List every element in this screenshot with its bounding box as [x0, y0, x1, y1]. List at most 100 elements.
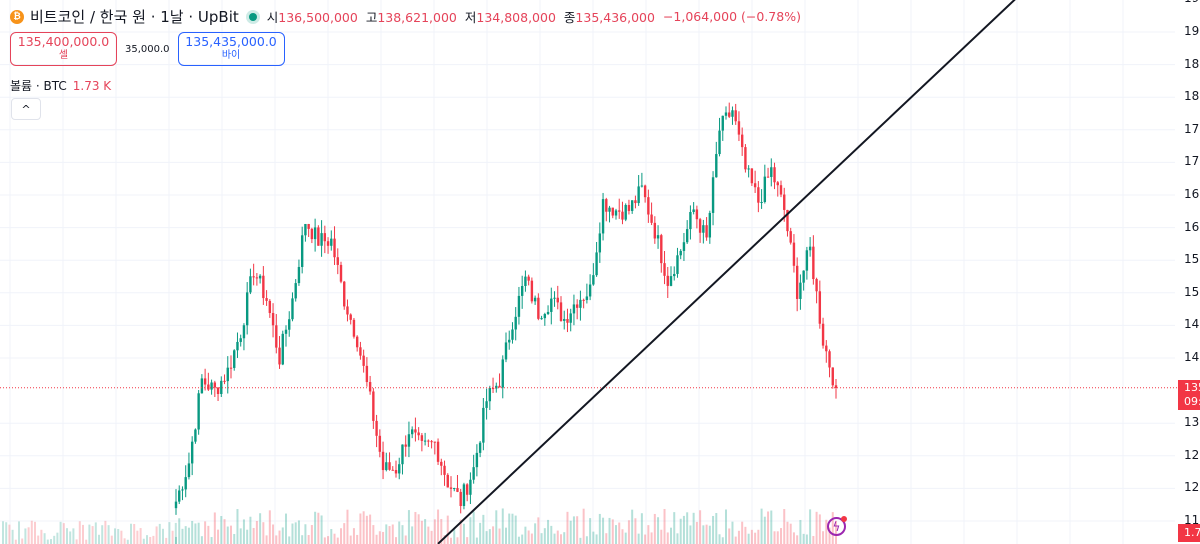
candle-body [288, 319, 291, 330]
candle-body [679, 250, 682, 256]
candle-body [294, 283, 297, 299]
candle-body [291, 298, 294, 320]
volume-bar [385, 524, 388, 544]
volume-bar [543, 528, 546, 544]
volume-bar [82, 524, 84, 544]
volume-bar [744, 526, 747, 544]
volume-bar [139, 528, 142, 544]
market-status-icon[interactable] [248, 12, 257, 21]
volume-bar [485, 531, 488, 544]
volume-bar [673, 512, 676, 544]
sell-button[interactable]: 135,400,000.0 셀 [10, 32, 117, 66]
volume-bar [21, 538, 24, 544]
volume-bar [540, 533, 543, 544]
candle-body [304, 223, 307, 236]
volume-bar [281, 527, 284, 544]
candle-body [786, 209, 789, 232]
candle-body [310, 228, 314, 240]
candle-body [440, 461, 443, 466]
candle-body [320, 233, 323, 246]
candle-body [698, 219, 702, 233]
volume-bar [107, 525, 110, 544]
candle-body [828, 351, 831, 368]
volume-bar [605, 533, 608, 544]
volume-bar [682, 515, 685, 544]
volume-bar [101, 525, 104, 544]
volume-bar [252, 527, 255, 544]
candle-body [747, 168, 750, 170]
volume-bar [98, 534, 100, 544]
volume-bar [346, 509, 349, 544]
candle-body [601, 199, 605, 234]
volume-bar [572, 516, 575, 544]
candle-body [724, 112, 728, 116]
volume-bar [268, 510, 271, 544]
candle-body [216, 387, 220, 394]
volume-bar [2, 521, 4, 544]
volume-bar [66, 528, 68, 544]
candle-body [792, 242, 796, 266]
volume-bar [94, 522, 97, 544]
candle-body [258, 275, 262, 279]
candle-body [802, 270, 805, 283]
volume-bar [175, 536, 177, 544]
candle-body [702, 225, 705, 233]
candle-body [815, 279, 818, 292]
candle-body [181, 489, 184, 491]
volume-bar [715, 513, 718, 544]
volume-bar [91, 526, 94, 544]
candle-body [233, 350, 236, 368]
candle-body [795, 265, 799, 299]
lightning-icon[interactable]: ϟ [827, 516, 847, 536]
candle-body [336, 257, 339, 265]
candle-body [313, 227, 317, 240]
volume-bar [469, 517, 472, 544]
price-axis-tick: 165 [1184, 187, 1200, 201]
volume-bar [230, 525, 232, 544]
candle-body [178, 490, 181, 502]
volume-bar [482, 514, 485, 544]
candle-body [349, 314, 352, 320]
volume-bar [550, 525, 553, 544]
buy-button[interactable]: 135,435,000.0 바이 [177, 32, 285, 66]
volume-bar [165, 537, 168, 544]
volume-bar [822, 531, 825, 544]
volume-bar [407, 510, 410, 544]
volume-bar [796, 535, 799, 544]
volume-bar [220, 516, 223, 544]
candle-body [595, 252, 598, 276]
candle-body [236, 341, 239, 351]
volume-bar [239, 528, 242, 544]
symbol-title[interactable]: 비트코인 / 한국 원 · 1날 · UpBit [30, 8, 239, 26]
volume-bar [705, 524, 708, 544]
volume-bar [27, 527, 30, 544]
price-axis-tick: 140 [1184, 350, 1200, 364]
candle-body [278, 347, 281, 365]
volume-bar [475, 537, 478, 544]
volume-bar [640, 513, 643, 544]
candle-body [323, 233, 327, 242]
candle-body [776, 182, 779, 186]
volume-bar [760, 508, 763, 544]
volume-bar [340, 528, 342, 544]
trendline [437, 0, 1016, 544]
volume-bar [417, 514, 420, 544]
candle-body [818, 291, 822, 324]
volume-bar [676, 533, 679, 544]
candle-body [378, 435, 382, 452]
volume-bar [728, 528, 731, 544]
volume-bar [110, 535, 113, 544]
candle-body [721, 115, 724, 131]
candle-body [381, 451, 385, 471]
candle-body [478, 442, 482, 453]
volume-bar [731, 521, 734, 544]
candle-body [650, 214, 653, 223]
candle-body [669, 276, 673, 286]
volume-bar [773, 531, 776, 544]
candle-body [187, 463, 191, 478]
candle-body [530, 280, 534, 302]
candle-body [252, 276, 255, 278]
collapse-button[interactable]: ^ [11, 98, 41, 120]
volume-bar [602, 517, 605, 544]
